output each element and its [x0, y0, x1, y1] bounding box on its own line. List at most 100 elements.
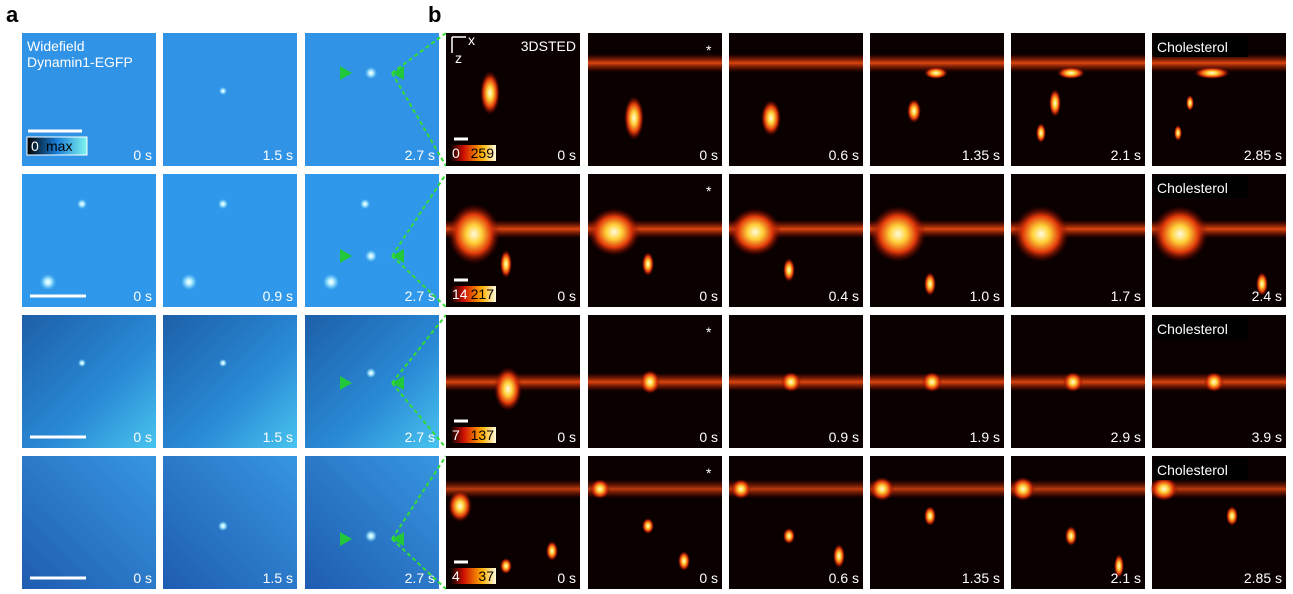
arrowhead [340, 532, 352, 546]
sted-spot [922, 372, 942, 392]
sted-spot [640, 370, 660, 394]
marker: * [706, 465, 712, 481]
label-background [1154, 317, 1248, 339]
sted-spot [1226, 506, 1238, 526]
sted-spot [907, 99, 921, 123]
time-label: 0.9 s [829, 429, 859, 445]
sted-spot [1150, 477, 1178, 501]
arrowhead [392, 532, 404, 546]
time-label: 1.0 s [970, 288, 1000, 304]
sted-spot [448, 204, 500, 264]
time-label: 2.7 s [405, 429, 435, 445]
zoom-line [391, 382, 447, 449]
time-label: 1.5 s [263, 147, 293, 163]
label-background [1154, 35, 1248, 57]
sted-spot [1065, 526, 1077, 546]
sted-spot [729, 208, 781, 256]
zoom-line [391, 72, 447, 167]
fluorescent-spot [77, 199, 87, 209]
colorbar-min: 14 [452, 286, 468, 302]
widefield-image [22, 315, 156, 448]
sted-spot [1063, 372, 1083, 392]
sted-spot [1011, 477, 1035, 501]
colorbar [450, 427, 496, 443]
fluorescent-spot [218, 199, 228, 209]
sted-spot [870, 477, 894, 501]
time-label: 0 s [557, 570, 576, 586]
image-subtitle: Dynamin1-EGFP [27, 54, 133, 70]
time-label: 2.7 s [405, 288, 435, 304]
fluorescent-spot [323, 274, 339, 290]
time-label: 1.7 s [1111, 288, 1141, 304]
fluorescent-spot [365, 67, 377, 79]
widefield-image [163, 315, 297, 448]
sted-spot [1013, 206, 1069, 262]
sted-spot [1194, 67, 1230, 79]
axis-label: x [468, 32, 475, 48]
membrane-band [870, 480, 1004, 498]
colorbar [26, 136, 88, 156]
image-title: Widefield [27, 38, 85, 54]
colorbar-min: 7 [452, 427, 460, 443]
fluorescent-spot [366, 368, 376, 378]
membrane-band [1011, 54, 1145, 72]
sted-image [446, 33, 580, 166]
widefield-image [22, 456, 156, 589]
membrane-band [446, 480, 580, 498]
colorbar-min: 4 [452, 568, 460, 584]
image-title: 3DSTED [521, 38, 576, 54]
time-label: 2.9 s [1111, 429, 1141, 445]
sted-spot [1057, 67, 1085, 79]
sted-spot [783, 258, 795, 282]
time-label: 0.4 s [829, 288, 859, 304]
sted-spot [678, 551, 690, 571]
membrane-band [588, 480, 722, 498]
colorbar-max: 137 [471, 427, 495, 443]
label-background [1154, 176, 1248, 198]
membrane-band [588, 54, 722, 72]
colorbar [450, 286, 496, 302]
time-label: 1.5 s [263, 570, 293, 586]
arrowhead [392, 249, 404, 263]
membrane-band [1152, 480, 1286, 498]
marker: * [706, 183, 712, 199]
time-label: 0.6 s [829, 147, 859, 163]
fluorescent-spot [365, 530, 377, 542]
sted-image [446, 456, 580, 589]
sted-spot [494, 367, 522, 411]
axes-icon [451, 36, 466, 53]
sted-spot [448, 490, 472, 522]
zoom-line [391, 32, 447, 74]
time-label: 0 s [133, 288, 152, 304]
fluorescent-spot [40, 274, 56, 290]
sted-spot [1256, 272, 1268, 296]
time-label: 1.35 s [962, 570, 1000, 586]
widefield-image [163, 33, 297, 166]
membrane-band [729, 54, 863, 72]
time-label: 2.1 s [1111, 570, 1141, 586]
time-label: 1.5 s [263, 429, 293, 445]
time-label: 0.6 s [829, 570, 859, 586]
zoom-line [391, 538, 447, 590]
sted-spot [781, 372, 801, 392]
membrane-band [1011, 480, 1145, 498]
fluorescent-spot [78, 359, 86, 367]
sted-spot [1152, 206, 1208, 262]
time-label: 0.9 s [263, 288, 293, 304]
colorbar [450, 145, 496, 161]
sted-spot [870, 206, 926, 262]
sted-image [588, 456, 722, 589]
arrowhead [340, 376, 352, 390]
sted-spot [924, 506, 936, 526]
sted-spot [924, 67, 948, 79]
time-label: 2.85 s [1244, 570, 1282, 586]
fluorescent-spot [218, 521, 228, 531]
sted-spot [588, 208, 640, 256]
zoom-line [391, 255, 447, 308]
time-label: 0 s [557, 288, 576, 304]
sted-spot [480, 71, 500, 115]
sted-spot [1204, 372, 1224, 392]
time-label: 2.7 s [405, 147, 435, 163]
time-label: 0 s [699, 147, 718, 163]
time-label: 0 s [133, 570, 152, 586]
